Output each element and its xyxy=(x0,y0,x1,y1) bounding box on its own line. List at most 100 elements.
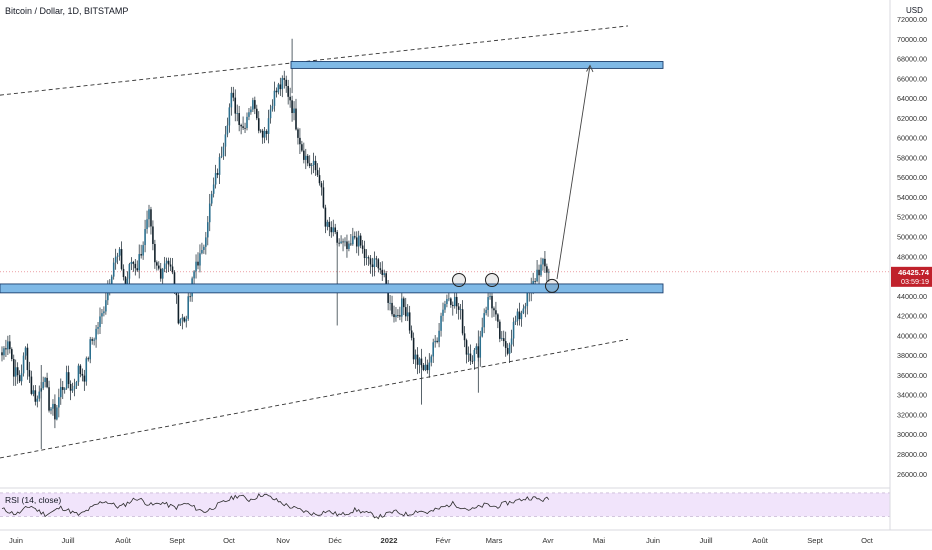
time-tick-label: Sept xyxy=(169,536,186,545)
candle-body xyxy=(504,341,507,348)
candle-body xyxy=(181,317,184,320)
channel-lower-line[interactable] xyxy=(0,338,629,459)
candle-body xyxy=(361,245,364,249)
candle-body xyxy=(516,311,519,321)
candle xyxy=(203,244,205,254)
candle-body xyxy=(165,260,168,264)
candle xyxy=(279,77,282,96)
candle-body xyxy=(487,297,489,310)
candle xyxy=(122,264,125,281)
candle-body xyxy=(150,209,152,227)
candle-body xyxy=(48,387,50,411)
support-zone[interactable] xyxy=(0,283,664,294)
candle-body xyxy=(381,269,384,275)
candle-body xyxy=(303,150,305,160)
price-pane[interactable] xyxy=(0,0,890,487)
candle-body xyxy=(240,124,242,127)
resistance-zone[interactable] xyxy=(290,61,664,69)
channel-upper-line[interactable] xyxy=(0,25,629,96)
candle-body xyxy=(252,100,254,110)
candle xyxy=(277,82,280,95)
candle-body xyxy=(20,373,23,382)
candle-body xyxy=(201,250,203,254)
price-tick-label: 72000.00 xyxy=(897,15,927,24)
candle xyxy=(499,319,501,343)
candle-body xyxy=(281,78,284,90)
candle-body xyxy=(24,347,27,356)
candle-body xyxy=(158,265,160,269)
price-tick-label: 44000.00 xyxy=(897,292,927,301)
candle xyxy=(11,347,13,362)
candle-body xyxy=(230,92,233,108)
candle-body xyxy=(250,109,252,113)
price-tick-label: 32000.00 xyxy=(897,410,927,419)
candle xyxy=(95,325,97,348)
candle xyxy=(467,346,470,362)
candle xyxy=(118,247,121,261)
candle-body xyxy=(95,328,97,340)
candle-body xyxy=(195,261,197,272)
candle xyxy=(487,291,489,317)
candle-body xyxy=(301,144,303,151)
candle xyxy=(67,365,70,389)
candle xyxy=(283,70,286,89)
candle-body xyxy=(328,221,331,228)
candle xyxy=(85,356,88,386)
candle xyxy=(469,344,472,365)
candle-body xyxy=(185,318,188,322)
candle xyxy=(205,231,207,255)
candle xyxy=(63,387,66,394)
candle xyxy=(318,167,321,186)
candle-body xyxy=(32,390,35,394)
candle-body xyxy=(97,327,99,329)
candle xyxy=(334,223,336,235)
candle xyxy=(440,312,442,337)
candle xyxy=(103,306,105,317)
candle xyxy=(61,380,64,400)
candle-body xyxy=(152,226,154,244)
candle-body xyxy=(226,125,229,135)
candle xyxy=(254,96,256,115)
candle-body xyxy=(453,296,456,307)
circle-marker[interactable] xyxy=(545,278,559,293)
candle-body xyxy=(297,129,299,138)
candle-body xyxy=(442,309,444,316)
time-axis[interactable]: Juin Juill Août Sept Oct Nov Déc 2022 Févr Mars Av… xyxy=(0,529,932,545)
candle xyxy=(201,242,203,255)
candle-body xyxy=(244,127,246,129)
drawing-layer[interactable] xyxy=(0,25,664,459)
candle xyxy=(83,369,86,391)
candle-body xyxy=(320,183,323,188)
candle-body xyxy=(60,387,62,398)
candle-body xyxy=(234,97,237,114)
candle xyxy=(314,155,317,176)
candle xyxy=(146,210,148,234)
candle xyxy=(138,244,140,279)
arrow-head xyxy=(586,64,594,73)
circle-marker[interactable] xyxy=(485,273,499,287)
candle-body xyxy=(473,349,476,362)
candle xyxy=(134,259,137,276)
candle-body xyxy=(46,377,48,388)
price-axis[interactable]: 72000.00 70000.00 68000.00 66000.00 64000.00… xyxy=(889,0,932,550)
candle xyxy=(275,87,278,98)
time-tick-label: Août xyxy=(752,536,769,545)
candle xyxy=(232,86,235,102)
candle-body xyxy=(536,269,538,282)
candle xyxy=(9,334,11,354)
price-tick-label: 62000.00 xyxy=(897,114,927,123)
candle-body xyxy=(314,160,317,171)
projection-arrow[interactable] xyxy=(556,65,591,280)
circle-marker[interactable] xyxy=(452,273,466,287)
candle-body xyxy=(548,271,550,273)
candle xyxy=(316,163,319,177)
candle xyxy=(377,258,380,273)
candle-body xyxy=(61,387,64,390)
candle xyxy=(516,308,519,326)
price-tick-label: 58000.00 xyxy=(897,153,927,162)
time-tick-label: Juill xyxy=(61,536,74,545)
candle-body xyxy=(28,370,31,377)
candle-body xyxy=(83,375,86,382)
